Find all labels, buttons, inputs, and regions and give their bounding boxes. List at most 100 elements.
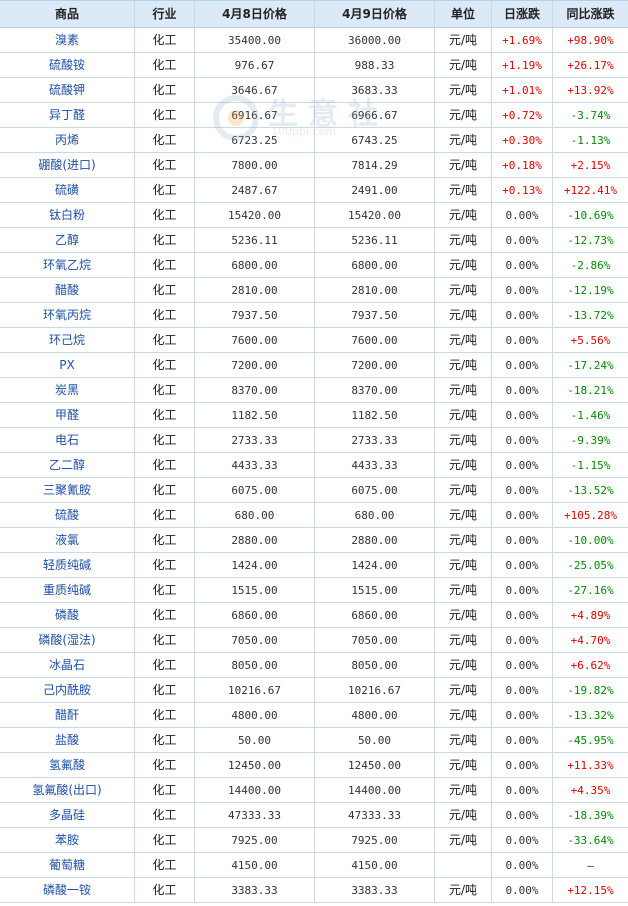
industry: 化工 — [135, 628, 195, 653]
daily-change: 0.00% — [492, 828, 553, 853]
commodity-name[interactable]: 重质纯碱 — [0, 578, 135, 603]
table-row: 电石 化工 2733.33 2733.33 元/吨 0.00% -9.39% — [0, 428, 628, 453]
commodity-name[interactable]: 磷酸(湿法) — [0, 628, 135, 653]
table-row: 甲醛 化工 1182.50 1182.50 元/吨 0.00% -1.46% — [0, 403, 628, 428]
header-yoy-change[interactable]: 同比涨跌 — [553, 1, 628, 28]
yoy-change: +11.33% — [553, 753, 628, 778]
commodity-name[interactable]: 炭黑 — [0, 378, 135, 403]
price-apr9: 6075.00 — [315, 478, 435, 503]
yoy-change: -3.74% — [553, 103, 628, 128]
commodity-name[interactable]: 氢氟酸 — [0, 753, 135, 778]
price-apr9: 15420.00 — [315, 203, 435, 228]
industry: 化工 — [135, 103, 195, 128]
commodity-name[interactable]: 醋酸 — [0, 278, 135, 303]
commodity-name[interactable]: 电石 — [0, 428, 135, 453]
price-apr9: 4433.33 — [315, 453, 435, 478]
commodity-name[interactable]: 盐酸 — [0, 728, 135, 753]
header-price-apr8[interactable]: 4月8日价格 — [195, 1, 315, 28]
commodity-name[interactable]: 葡萄糖 — [0, 853, 135, 878]
daily-change: 0.00% — [492, 628, 553, 653]
table-row: 氢氟酸(出口) 化工 14400.00 14400.00 元/吨 0.00% +4.35% — [0, 778, 628, 803]
industry: 化工 — [135, 803, 195, 828]
commodity-name[interactable]: 丙烯 — [0, 128, 135, 153]
daily-change: +0.72% — [492, 103, 553, 128]
table-row: 苯胺 化工 7925.00 7925.00 元/吨 0.00% -33.64% — [0, 828, 628, 853]
price-apr8: 2810.00 — [195, 278, 315, 303]
commodity-name[interactable]: PX — [0, 353, 135, 378]
commodity-name[interactable]: 环氧乙烷 — [0, 253, 135, 278]
industry: 化工 — [135, 353, 195, 378]
yoy-change: +6.62% — [553, 653, 628, 678]
table-row: 异丁醛 化工 6916.67 6966.67 元/吨 +0.72% -3.74% — [0, 103, 628, 128]
header-price-apr9[interactable]: 4月9日价格 — [315, 1, 435, 28]
industry: 化工 — [135, 728, 195, 753]
unit: 元/吨 — [435, 478, 492, 503]
header-daily-change[interactable]: 日涨跌 — [492, 1, 553, 28]
daily-change: 0.00% — [492, 353, 553, 378]
table-row: 磷酸 化工 6860.00 6860.00 元/吨 0.00% +4.89% — [0, 603, 628, 628]
commodity-name[interactable]: 硫酸钾 — [0, 78, 135, 103]
price-apr8: 4150.00 — [195, 853, 315, 878]
commodity-name[interactable]: 磷酸 — [0, 603, 135, 628]
price-apr8: 7050.00 — [195, 628, 315, 653]
commodity-name[interactable]: 冰晶石 — [0, 653, 135, 678]
price-apr9: 14400.00 — [315, 778, 435, 803]
industry: 化工 — [135, 603, 195, 628]
yoy-change: +4.89% — [553, 603, 628, 628]
industry: 化工 — [135, 878, 195, 903]
commodity-name[interactable]: 己内酰胺 — [0, 678, 135, 703]
unit: 元/吨 — [435, 453, 492, 478]
commodity-name[interactable]: 异丁醛 — [0, 103, 135, 128]
daily-change: 0.00% — [492, 303, 553, 328]
table-row: 乙醇 化工 5236.11 5236.11 元/吨 0.00% -12.73% — [0, 228, 628, 253]
industry: 化工 — [135, 528, 195, 553]
header-industry[interactable]: 行业 — [135, 1, 195, 28]
table-row: 多晶硅 化工 47333.33 47333.33 元/吨 0.00% -18.39% — [0, 803, 628, 828]
price-apr8: 6075.00 — [195, 478, 315, 503]
commodity-name[interactable]: 甲醛 — [0, 403, 135, 428]
commodity-name[interactable]: 醋酐 — [0, 703, 135, 728]
daily-change: 0.00% — [492, 803, 553, 828]
commodity-name[interactable]: 硫酸 — [0, 503, 135, 528]
yoy-change: +105.28% — [553, 503, 628, 528]
header-unit[interactable]: 单位 — [435, 1, 492, 28]
industry: 化工 — [135, 853, 195, 878]
commodity-name[interactable]: 硼酸(进口) — [0, 153, 135, 178]
yoy-change: +26.17% — [553, 53, 628, 78]
daily-change: 0.00% — [492, 853, 553, 878]
price-apr9: 6966.67 — [315, 103, 435, 128]
commodity-name[interactable]: 轻质纯碱 — [0, 553, 135, 578]
commodity-name[interactable]: 钛白粉 — [0, 203, 135, 228]
table-row: 环氧丙烷 化工 7937.50 7937.50 元/吨 0.00% -13.72% — [0, 303, 628, 328]
commodity-name[interactable]: 磷酸一铵 — [0, 878, 135, 903]
commodity-name[interactable]: 溴素 — [0, 28, 135, 53]
table-row: 硫酸 化工 680.00 680.00 元/吨 0.00% +105.28% — [0, 503, 628, 528]
commodity-name[interactable]: 苯胺 — [0, 828, 135, 853]
yoy-change: +4.35% — [553, 778, 628, 803]
commodity-name[interactable]: 液氯 — [0, 528, 135, 553]
unit: 元/吨 — [435, 28, 492, 53]
header-commodity[interactable]: 商品 — [0, 1, 135, 28]
commodity-name[interactable]: 乙醇 — [0, 228, 135, 253]
price-apr8: 47333.33 — [195, 803, 315, 828]
table-row: 冰晶石 化工 8050.00 8050.00 元/吨 0.00% +6.62% — [0, 653, 628, 678]
unit: 元/吨 — [435, 428, 492, 453]
commodity-name[interactable]: 硫酸铵 — [0, 53, 135, 78]
commodity-name[interactable]: 多晶硅 — [0, 803, 135, 828]
price-apr8: 4433.33 — [195, 453, 315, 478]
table-row: 醋酸 化工 2810.00 2810.00 元/吨 0.00% -12.19% — [0, 278, 628, 303]
commodity-name[interactable]: 环己烷 — [0, 328, 135, 353]
price-apr9: 7200.00 — [315, 353, 435, 378]
table-row: 硫酸铵 化工 976.67 988.33 元/吨 +1.19% +26.17% — [0, 53, 628, 78]
table-row: 硼酸(进口) 化工 7800.00 7814.29 元/吨 +0.18% +2.15% — [0, 153, 628, 178]
commodity-name[interactable]: 乙二醇 — [0, 453, 135, 478]
commodity-name[interactable]: 三聚氰胺 — [0, 478, 135, 503]
price-apr9: 1515.00 — [315, 578, 435, 603]
daily-change: 0.00% — [492, 703, 553, 728]
industry: 化工 — [135, 128, 195, 153]
commodity-name[interactable]: 氢氟酸(出口) — [0, 778, 135, 803]
price-apr8: 7925.00 — [195, 828, 315, 853]
commodity-name[interactable]: 环氧丙烷 — [0, 303, 135, 328]
commodity-name[interactable]: 硫磺 — [0, 178, 135, 203]
yoy-change: -25.05% — [553, 553, 628, 578]
